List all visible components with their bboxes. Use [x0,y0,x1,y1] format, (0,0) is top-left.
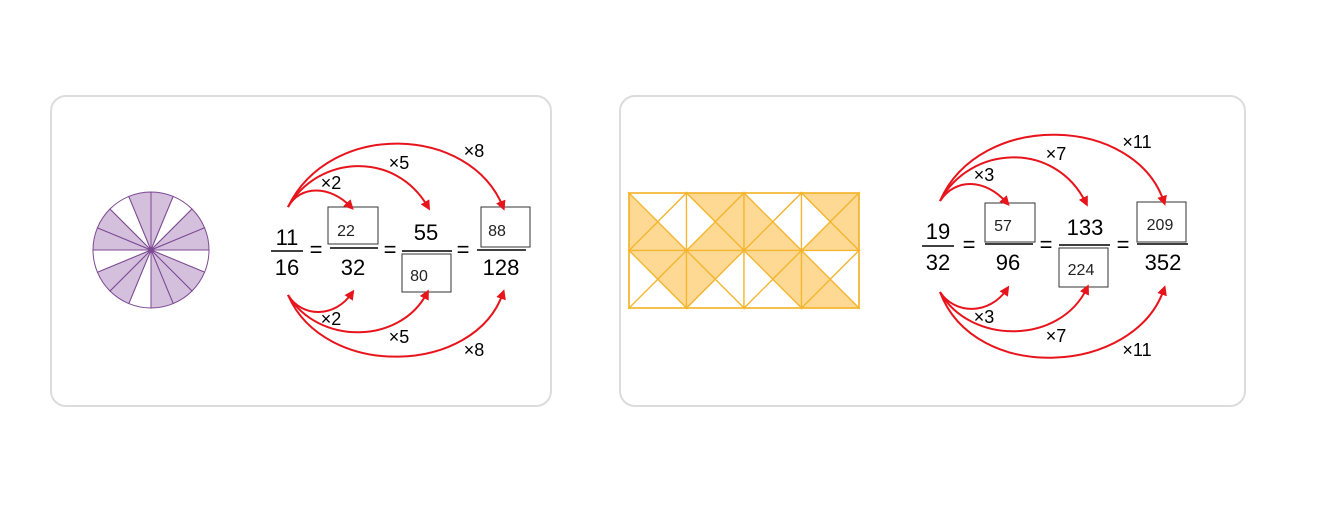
fraction-grid [629,193,859,308]
right-equals-2: = [1040,232,1053,257]
right-bottom-multiplier-3: ×11 [1122,340,1151,360]
right-top-multiplier-2: ×7 [1046,144,1067,164]
left-top-multiplier-3: ×8 [464,141,485,161]
left-top-multiplier-1: ×2 [321,173,342,193]
right-base-numerator: 19 [926,219,950,244]
left-base-denominator: 16 [275,255,299,280]
left-equals-3: = [457,237,470,262]
left-bottom-multiplier-1: ×2 [321,309,342,329]
right-base-denominator: 32 [926,250,950,275]
right-top-arrow-2 [940,157,1086,203]
right-f3-denominator: 352 [1145,250,1182,275]
left-f2-numerator: 55 [414,220,438,245]
left-top-multiplier-2: ×5 [389,153,410,173]
left-f1-denominator: 32 [341,255,365,280]
right-f2-numerator: 133 [1067,215,1104,240]
left-f2-denominator: 80 [410,268,428,285]
left-bottom-multiplier-2: ×5 [389,327,410,347]
right-top-multiplier-3: ×11 [1122,132,1151,152]
right-top-multiplier-1: ×3 [974,165,995,185]
fraction-pie [93,192,209,308]
right-equation: 19 32 = 57 96 = 133 224 = 209 352 ×3 ×7 … [922,132,1188,360]
left-equals-2: = [384,237,397,262]
left-f1-numerator: 22 [337,223,355,240]
right-f1-numerator: 57 [994,218,1012,235]
right-equals-1: = [963,232,976,257]
right-bottom-multiplier-1: ×3 [974,307,995,327]
left-f3-numerator: 88 [488,223,506,240]
right-f3-numerator: 209 [1147,217,1174,234]
left-equation: 11 16 = 22 32 = 55 80 = 88 128 ×2 ×5 ×8 … [271,141,530,360]
right-equals-3: = [1117,232,1130,257]
left-bottom-multiplier-3: ×8 [464,340,485,360]
right-bottom-multiplier-2: ×7 [1046,326,1067,346]
right-f2-denominator: 224 [1068,262,1095,279]
left-f3-denominator: 128 [483,255,520,280]
right-f1-denominator: 96 [996,250,1020,275]
left-equals-1: = [310,237,323,262]
left-base-numerator: 11 [276,225,299,250]
